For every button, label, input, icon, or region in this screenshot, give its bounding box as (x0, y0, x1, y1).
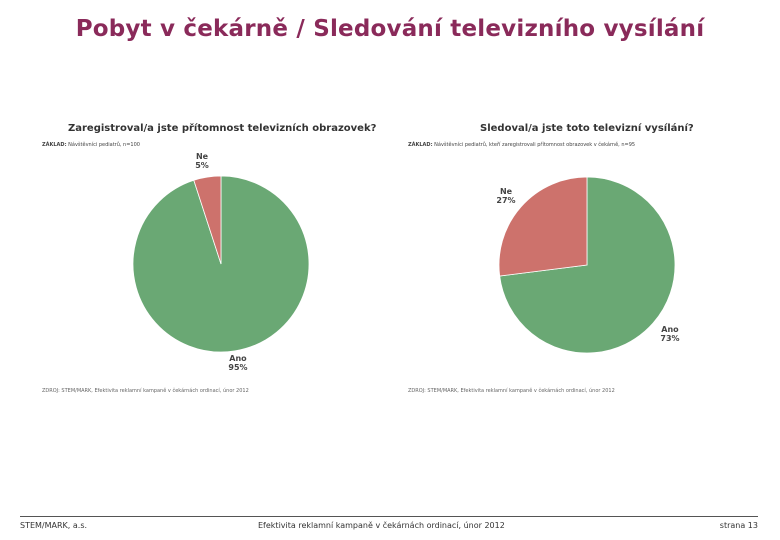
slice-value-label: 73% (660, 334, 679, 343)
base-text: Návštěvníci pediatrů, kteří zaregistrova… (434, 142, 636, 148)
slice-category-label: Ne (500, 187, 513, 196)
chart-panel-registered: Zaregistroval/a jste přítomnost televizn… (38, 120, 398, 410)
pie-slice-ne (498, 176, 588, 277)
chart-panel-watched: Sledoval/a jste toto televizní vysílání?… (404, 120, 764, 410)
chart-base-note: ZÁKLAD: Návštěvníci pediatrů, kteří zare… (408, 142, 635, 148)
base-label: ZÁKLAD: (408, 142, 433, 148)
slice-value-label: 5% (195, 161, 209, 170)
slice-value-label: 95% (228, 363, 247, 372)
footer-divider (20, 516, 758, 517)
slice-category-label: Ano (229, 354, 247, 363)
footer-page-number: strana 13 (719, 521, 758, 530)
slice-category-label: Ne (196, 152, 209, 161)
footer-company: STEM/MARK, a.s. (20, 521, 88, 530)
base-label: ZÁKLAD: (42, 142, 67, 148)
chart-title: Sledoval/a jste toto televizní vysílání? (480, 123, 694, 134)
slide-title: Pobyt v čekárně / Sledování televizního … (75, 16, 705, 42)
slice-value-label: 27% (496, 196, 515, 205)
chart-source-note: ZDROJ: STEM/MARK, Efektivita reklamní ka… (42, 388, 249, 394)
base-text: Návštěvníci pediatrů, n=100 (68, 142, 140, 148)
pie-slice-ne (193, 175, 222, 265)
chart-base-note: ZÁKLAD: Návštěvníci pediatrů, n=100 (42, 142, 140, 148)
chart-title: Zaregistroval/a jste přítomnost televizn… (68, 123, 377, 134)
slice-category-label: Ano (661, 325, 679, 334)
footer-study: Efektivita reklamní kampaně v čekárnách … (258, 521, 505, 530)
chart-source-note: ZDROJ: STEM/MARK, Efektivita reklamní ka… (408, 388, 615, 394)
